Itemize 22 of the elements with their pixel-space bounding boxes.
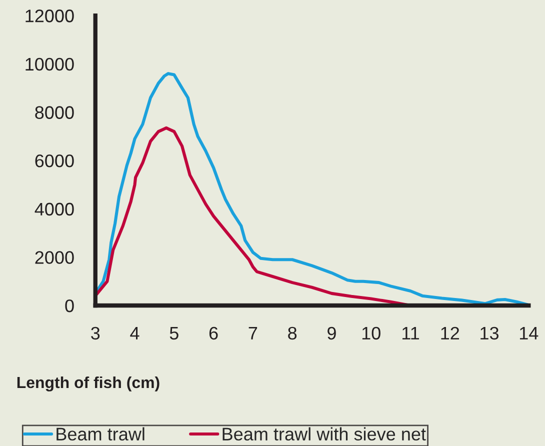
y-tick-label: 8000: [35, 106, 74, 119]
y-tick-label: 0: [65, 299, 74, 312]
y-tick-label: 10000: [26, 58, 74, 71]
x-tick-label: 4: [130, 327, 140, 340]
x-tick-label: 12: [441, 326, 460, 340]
legend-label: Beam trawl with sieve net: [222, 427, 426, 441]
x-tick-label: 10: [362, 326, 380, 340]
x-tick-label: 11: [402, 327, 419, 340]
legend-label: Beam trawl: [56, 427, 144, 441]
y-tick-label: 2000: [35, 251, 74, 264]
x-tick-label: 6: [209, 326, 218, 340]
x-tick-label: 14: [520, 327, 538, 340]
y-tick-label: 12000: [26, 10, 74, 22]
x-tick-label: 8: [288, 326, 297, 340]
y-tick-label: 4000: [34, 202, 74, 216]
x-tick-label: 13: [480, 326, 499, 340]
y-tick-label: 6000: [35, 154, 74, 168]
x-tick-label: 7: [248, 327, 258, 340]
x-tick-label: 9: [328, 326, 336, 340]
x-tick-label: 3: [91, 326, 100, 340]
x-axis-title: Length of fish (cm): [17, 376, 160, 392]
x-tick-label: 5: [170, 327, 178, 340]
